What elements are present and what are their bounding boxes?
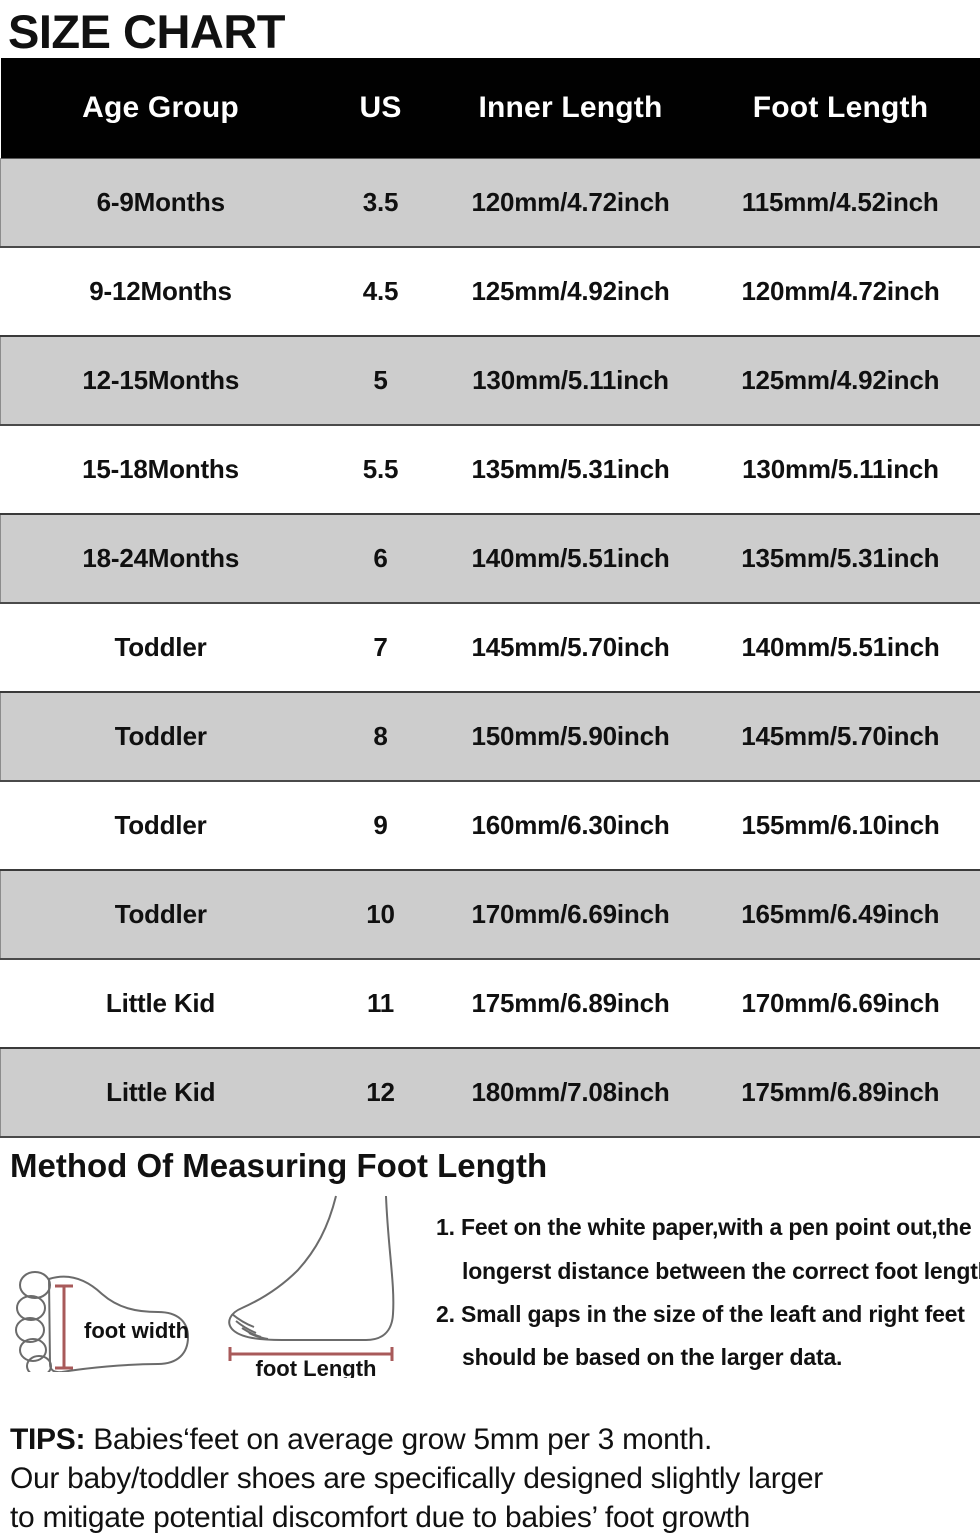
cell-inner-length: 125mm/4.92inch: [441, 247, 701, 336]
cell-foot-length: 145mm/5.70inch: [701, 692, 980, 781]
cell-age-group: Toddler: [1, 692, 321, 781]
foot-top-view-icon: foot width: [6, 1252, 216, 1372]
table-row: Toddler 10 170mm/6.69inch 165mm/6.49inch: [1, 870, 980, 959]
cell-inner-length: 140mm/5.51inch: [441, 514, 701, 603]
cell-foot-length: 130mm/5.11inch: [701, 425, 980, 514]
table-row: Toddler 8 150mm/5.90inch 145mm/5.70inch: [1, 692, 980, 781]
cell-us: 6: [321, 514, 441, 603]
table-body: 6-9Months 3.5 120mm/4.72inch 115mm/4.52i…: [1, 159, 980, 1138]
table-row: Little Kid 11 175mm/6.89inch 170mm/6.69i…: [1, 959, 980, 1048]
method-heading: Method Of Measuring Foot Length: [0, 1138, 980, 1184]
cell-us: 11: [321, 959, 441, 1048]
cell-age-group: Little Kid: [1, 1048, 321, 1137]
cell-foot-length: 135mm/5.31inch: [701, 514, 980, 603]
column-header-age-group: Age Group: [1, 58, 321, 159]
cell-age-group: 15-18Months: [1, 425, 321, 514]
cell-us: 4.5: [321, 247, 441, 336]
cell-us: 8: [321, 692, 441, 781]
size-chart-table: Age Group US Inner Length Foot Length 6-…: [0, 58, 980, 1138]
column-header-inner-length: Inner Length: [441, 58, 701, 159]
foot-diagrams: foot width foot Length: [0, 1188, 430, 1383]
cell-age-group: Little Kid: [1, 959, 321, 1048]
tips-text-1: Babies‘feet on average grow 5mm per 3 mo…: [85, 1423, 712, 1456]
method-section: foot width foot Length: [0, 1184, 980, 1416]
table-row: 9-12Months 4.5 125mm/4.92inch 120mm/4.72…: [1, 247, 980, 336]
foot-length-caption: foot Length: [256, 1356, 377, 1378]
tips-line-3: to mitigate potential discomfort due to …: [10, 1498, 980, 1537]
step-item: should be based on the larger data.: [436, 1336, 980, 1379]
table-row: Little Kid 12 180mm/7.08inch 175mm/6.89i…: [1, 1048, 980, 1137]
table-row: Toddler 9 160mm/6.30inch 155mm/6.10inch: [1, 781, 980, 870]
foot-side-view-icon: foot Length: [216, 1188, 416, 1378]
measurement-steps: 1. Feet on the white paper,with a pen po…: [430, 1188, 980, 1379]
step-item: longerst distance between the correct fo…: [436, 1250, 980, 1293]
cell-inner-length: 120mm/4.72inch: [441, 159, 701, 248]
cell-foot-length: 155mm/6.10inch: [701, 781, 980, 870]
cell-us: 5: [321, 336, 441, 425]
page-title: SIZE CHART: [0, 0, 980, 58]
cell-foot-length: 165mm/6.49inch: [701, 870, 980, 959]
cell-foot-length: 115mm/4.52inch: [701, 159, 980, 248]
cell-age-group: 6-9Months: [1, 159, 321, 248]
tips-section: TIPS: Babies‘feet on average grow 5mm pe…: [0, 1416, 980, 1537]
cell-age-group: 9-12Months: [1, 247, 321, 336]
cell-inner-length: 145mm/5.70inch: [441, 603, 701, 692]
tips-label: TIPS:: [10, 1423, 85, 1456]
cell-us: 10: [321, 870, 441, 959]
cell-foot-length: 120mm/4.72inch: [701, 247, 980, 336]
column-header-us: US: [321, 58, 441, 159]
cell-foot-length: 170mm/6.69inch: [701, 959, 980, 1048]
tips-line-2: Our baby/toddler shoes are specifically …: [10, 1459, 980, 1498]
tips-line-1: TIPS: Babies‘feet on average grow 5mm pe…: [10, 1420, 980, 1459]
foot-width-diagram: foot width: [6, 1252, 216, 1383]
cell-us: 5.5: [321, 425, 441, 514]
table-row: 15-18Months 5.5 135mm/5.31inch 130mm/5.1…: [1, 425, 980, 514]
table-row: 18-24Months 6 140mm/5.51inch 135mm/5.31i…: [1, 514, 980, 603]
step-item: 2. Small gaps in the size of the leaft a…: [436, 1293, 980, 1336]
column-header-foot-length: Foot Length: [701, 58, 980, 159]
cell-foot-length: 125mm/4.92inch: [701, 336, 980, 425]
cell-us: 12: [321, 1048, 441, 1137]
cell-age-group: 12-15Months: [1, 336, 321, 425]
foot-width-caption: foot width: [84, 1318, 189, 1343]
foot-length-diagram: foot Length: [216, 1188, 416, 1383]
table-row: 12-15Months 5 130mm/5.11inch 125mm/4.92i…: [1, 336, 980, 425]
cell-us: 3.5: [321, 159, 441, 248]
cell-inner-length: 170mm/6.69inch: [441, 870, 701, 959]
cell-age-group: Toddler: [1, 781, 321, 870]
cell-us: 7: [321, 603, 441, 692]
cell-us: 9: [321, 781, 441, 870]
cell-inner-length: 175mm/6.89inch: [441, 959, 701, 1048]
cell-age-group: Toddler: [1, 870, 321, 959]
table-row: Toddler 7 145mm/5.70inch 140mm/5.51inch: [1, 603, 980, 692]
header-row: Age Group US Inner Length Foot Length: [1, 58, 980, 159]
cell-inner-length: 180mm/7.08inch: [441, 1048, 701, 1137]
cell-foot-length: 140mm/5.51inch: [701, 603, 980, 692]
cell-inner-length: 135mm/5.31inch: [441, 425, 701, 514]
cell-inner-length: 150mm/5.90inch: [441, 692, 701, 781]
cell-inner-length: 130mm/5.11inch: [441, 336, 701, 425]
cell-inner-length: 160mm/6.30inch: [441, 781, 701, 870]
cell-age-group: 18-24Months: [1, 514, 321, 603]
cell-foot-length: 175mm/6.89inch: [701, 1048, 980, 1137]
table-header: Age Group US Inner Length Foot Length: [1, 58, 980, 159]
table-row: 6-9Months 3.5 120mm/4.72inch 115mm/4.52i…: [1, 159, 980, 248]
step-item: 1. Feet on the white paper,with a pen po…: [436, 1206, 980, 1249]
cell-age-group: Toddler: [1, 603, 321, 692]
